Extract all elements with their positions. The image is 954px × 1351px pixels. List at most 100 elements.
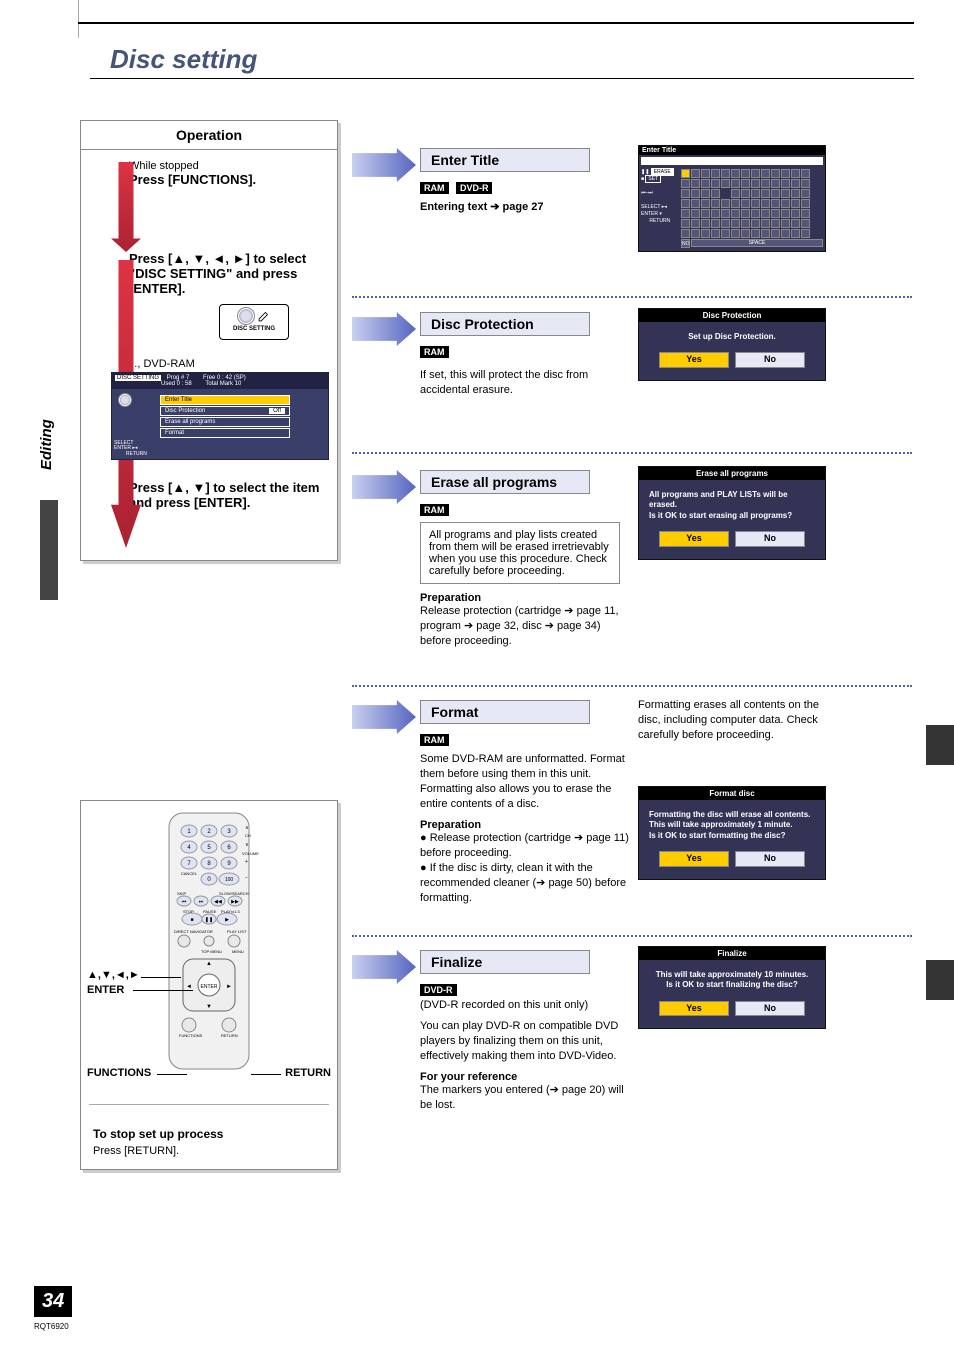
dotted-4 — [352, 935, 912, 937]
callout-line-1 — [141, 977, 181, 978]
step-3: Press [▲, ▼] to select the item and pres… — [129, 480, 325, 510]
osd-row-1[interactable]: Disc ProtectionOff — [160, 406, 290, 416]
osd-row-3[interactable]: Format — [160, 428, 290, 438]
dpad-down-icon: ▼ — [206, 1004, 212, 1010]
keyb-field — [641, 157, 823, 165]
finalize-dlg-l2: Is it OK to start finalizing the disc? — [649, 980, 815, 990]
stop-body: Press [RETURN]. — [93, 1145, 179, 1157]
svg-text:−: − — [245, 875, 248, 881]
osd-row-2[interactable]: Erase all programs — [160, 417, 290, 427]
format-no-button[interactable]: No — [735, 851, 805, 867]
remote-enter-label: ENTER — [87, 984, 124, 996]
format-dlg-title: Format disc — [639, 787, 825, 800]
format-dialog: Format disc Formatting the disc will era… — [638, 786, 826, 880]
top-divider — [78, 0, 79, 38]
disc-setting-icon-label: DISC SETTING — [220, 326, 288, 332]
ram-tag-2: RAM — [420, 346, 449, 358]
erase-box: All programs and play lists created from… — [420, 522, 620, 584]
erase-dlg-title: Erase all programs — [639, 467, 825, 480]
svg-text:PLAY LIST: PLAY LIST — [227, 929, 247, 934]
dvdr-tag-2: DVD-R — [420, 984, 457, 996]
side-tab: Editing — [38, 419, 55, 470]
dotted-2 — [352, 452, 912, 454]
dpad-right-icon: ► — [226, 984, 232, 990]
svg-text:■: ■ — [190, 917, 193, 923]
erase-header: Erase all programs — [420, 470, 590, 494]
remote-illustration: 1 2 3 4 5 6 7 8 9 0 100 CANCEL ∧ CH ∨ VO… — [81, 801, 337, 1076]
disc-prot-dlg-title: Disc Protection — [639, 309, 825, 322]
title-rule — [90, 78, 914, 79]
format-dlg-l1: Formatting the disc will erase all conte… — [649, 810, 815, 820]
finalize-dialog: Finalize This will take approximately 10… — [638, 946, 826, 1029]
disc-prot-no-button[interactable]: No — [735, 352, 805, 368]
svg-text:TOP MENU: TOP MENU — [201, 949, 222, 954]
osd-used: Used 0 : 58 — [161, 381, 192, 387]
disc-setting-icon: DISC SETTING — [219, 304, 289, 340]
format-header: Format — [420, 700, 590, 724]
section-arrow-disc-protection — [352, 312, 416, 346]
remote-arrows-label: ▲,▼,◄,► — [87, 969, 140, 981]
enter-title-header: Enter Title — [420, 148, 590, 172]
finalize-yes-button[interactable]: Yes — [659, 1001, 729, 1017]
osd-disc-icon — [118, 393, 142, 409]
erase-prep-head: Preparation — [420, 592, 620, 604]
keyb-legend: ❚❚ ERASE ■ SET ⏮–⏭ SELECT ▸◂ ENTER ▾ RET… — [639, 167, 679, 251]
svg-text:ENTER: ENTER — [201, 984, 218, 990]
operation-body: While stopped Press [FUNCTIONS]. Press [… — [81, 150, 337, 560]
erase-yes-button[interactable]: Yes — [659, 531, 729, 547]
eg-text: e.g., DVD-RAM — [119, 358, 325, 370]
ram-tag-3: RAM — [420, 504, 449, 516]
svg-text:SKIP: SKIP — [177, 891, 186, 896]
operation-header: Operation — [81, 121, 337, 150]
page-title: Disc setting — [110, 44, 257, 75]
remote-svg: 1 2 3 4 5 6 7 8 9 0 100 CANCEL ∧ CH ∨ VO… — [139, 811, 279, 1071]
erase-prep-body: Release protection (cartridge ➔ page 11,… — [420, 604, 620, 649]
format-prep-list: ● Release protection (cartridge ➔ page 1… — [420, 831, 630, 905]
ram-tag-4: RAM — [420, 734, 449, 746]
step1-action: Press [FUNCTIONS]. — [129, 172, 325, 187]
format-side-note: Formatting erases all contents on the di… — [638, 698, 826, 743]
format-dlg-l2: This will take approximately 1 minute. — [649, 820, 815, 830]
svg-text:∧: ∧ — [245, 825, 249, 831]
section-finalize: Finalize DVD-R (DVD-R recorded on this u… — [420, 950, 630, 1113]
mini-osd-header: DISC SETTING Prog # 7 Free 0 : 42 (SP) U… — [112, 373, 328, 389]
remote-box: 1 2 3 4 5 6 7 8 9 0 100 CANCEL ∧ CH ∨ VO… — [80, 800, 338, 1170]
osd-row-0[interactable]: Enter Title — [160, 395, 290, 405]
disc-prot-dialog: Disc Protection Set up Disc Protection. … — [638, 308, 826, 381]
section-arrow-finalize — [352, 950, 416, 984]
mini-osd-body: Enter Title Disc ProtectionOff Erase all… — [112, 389, 328, 459]
format-dlg-l3: Is it OK to start formatting the disc? — [649, 831, 815, 841]
disc-prot-yes-button[interactable]: Yes — [659, 352, 729, 368]
page-number: 34 — [34, 1286, 72, 1317]
finalize-no-button[interactable]: No — [735, 1001, 805, 1017]
finalize-header: Finalize — [420, 950, 590, 974]
page-root: Disc setting Editing Operation While sto… — [0, 0, 954, 1351]
format-yes-button[interactable]: Yes — [659, 851, 729, 867]
dotted-3 — [352, 685, 912, 687]
osd-rows: Enter Title Disc ProtectionOff Erase all… — [160, 395, 290, 439]
operation-box: Operation While stopped Press [FUNCTIONS… — [80, 120, 338, 561]
svg-text:⏮: ⏮ — [182, 899, 187, 905]
section-format: Format RAM Some DVD-RAM are unformatted.… — [420, 700, 630, 906]
finalize-body: You can play DVD-R on compatible DVD pla… — [420, 1019, 630, 1064]
svg-text:CH: CH — [245, 833, 251, 838]
erase-dlg-l2: Is it OK to start erasing all programs? — [649, 511, 815, 521]
finalize-dlg-l1: This will take approximately 10 minutes. — [649, 970, 815, 980]
format-prep-b2: If the disc is dirty, clean it with the … — [420, 862, 626, 904]
pen-icon — [257, 309, 271, 323]
stop-heading: To stop set up process — [93, 1127, 223, 1141]
osd-header-tag: DISC SETTING — [115, 375, 161, 381]
step1-caption: While stopped — [129, 160, 325, 172]
keyb-title: Enter Title — [639, 146, 825, 155]
svg-text:+: + — [245, 859, 248, 865]
step2-action: Press [▲, ▼, ◄, ►] to select "DISC SETTI… — [129, 251, 325, 296]
mini-osd: DISC SETTING Prog # 7 Free 0 : 42 (SP) U… — [111, 372, 329, 460]
dvdr-tag: DVD-R — [456, 182, 493, 194]
enter-title-panel: Enter Title ❚❚ ERASE ■ SET ⏮–⏭ SELECT ▸◂… — [638, 145, 826, 252]
erase-no-button[interactable]: No — [735, 531, 805, 547]
remote-functions-label: FUNCTIONS — [87, 1067, 151, 1079]
side-tab-block — [40, 500, 58, 600]
svg-text:FUNCTIONS: FUNCTIONS — [179, 1033, 203, 1038]
disc-prot-header: Disc Protection — [420, 312, 590, 336]
finalize-dlg-title: Finalize — [639, 947, 825, 960]
